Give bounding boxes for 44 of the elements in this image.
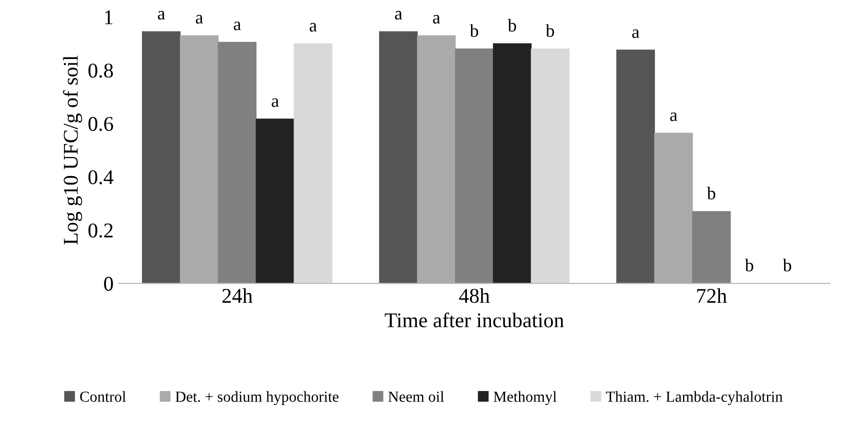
data-label: a	[632, 29, 640, 38]
data-label: b	[744, 258, 754, 272]
y-tick-label: 0.6	[88, 116, 114, 132]
legend-label: Control	[80, 391, 126, 402]
x-tick-label: 48h	[459, 288, 490, 303]
x-tick-label: 72h	[697, 288, 727, 303]
bar	[654, 132, 693, 284]
y-tick-label: 0	[104, 276, 113, 291]
data-label: b	[470, 24, 478, 37]
bar	[530, 48, 570, 284]
data-label: b	[508, 18, 516, 32]
bar	[379, 31, 418, 284]
data-label: a	[433, 14, 440, 24]
legend-label: Det. + sodium hypochorite	[176, 391, 338, 406]
data-label: a	[395, 10, 402, 20]
data-label: a	[670, 112, 678, 122]
y-tick-label: 0.2	[88, 223, 113, 238]
data-label: a	[310, 22, 317, 32]
bar	[417, 35, 456, 284]
legend-label: Thiam. + Lambda-cyhalotrin	[606, 391, 783, 406]
bar	[218, 42, 256, 284]
data-label: b	[782, 258, 792, 272]
bar	[294, 43, 332, 284]
y-axis-title: Log g10 UFC/g of soil	[62, 56, 82, 244]
data-label: a	[234, 22, 241, 30]
data-label: b	[706, 186, 716, 200]
bar	[616, 50, 655, 284]
bar	[180, 35, 219, 284]
bar	[256, 118, 294, 284]
y-tick-label: 0.4	[88, 170, 114, 184]
bar	[692, 211, 731, 284]
data-label: b	[546, 24, 554, 37]
bar	[454, 48, 494, 284]
data-label: a	[272, 98, 279, 107]
y-tick-label: 1	[105, 10, 112, 24]
data-label: a	[158, 10, 166, 20]
x-axis-title: Time after incubation	[384, 312, 564, 328]
bar	[492, 43, 532, 284]
legend-label: Neem oil	[388, 391, 444, 402]
bar	[142, 31, 181, 284]
x-tick-label: 24h	[222, 288, 253, 303]
legend-label: Methomyl	[494, 391, 557, 406]
y-tick-label: 0.8	[88, 64, 113, 78]
data-label: a	[196, 14, 203, 24]
